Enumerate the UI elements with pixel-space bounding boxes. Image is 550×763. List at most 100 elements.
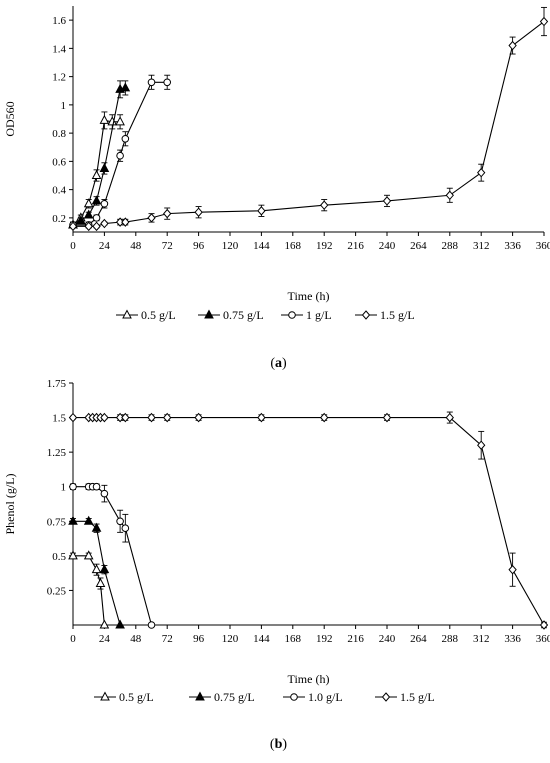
data-point bbox=[508, 564, 517, 575]
y-tick-label: 1.5 bbox=[52, 413, 66, 425]
series-0-75-g-l bbox=[68, 515, 125, 629]
data-point bbox=[99, 114, 110, 124]
data-point bbox=[100, 489, 109, 498]
chart-panel-a: 0 24 48 72 96 120 144 168 192 216 240 264 288 312 336 3… bbox=[3, 6, 550, 371]
y-tick-label: 1.4 bbox=[52, 43, 66, 55]
x-tick-label: 24 bbox=[99, 633, 111, 645]
data-point bbox=[68, 550, 78, 560]
data-point bbox=[163, 78, 171, 87]
data-point bbox=[320, 200, 329, 210]
legend-marker bbox=[361, 310, 371, 320]
x-tick-label: 120 bbox=[222, 633, 239, 645]
x-tick-label: 48 bbox=[130, 633, 142, 645]
x-tick-label: 0 bbox=[70, 633, 76, 645]
x-tick-label: 240 bbox=[379, 633, 396, 645]
x-tick-label: 72 bbox=[162, 633, 173, 645]
legend-marker bbox=[100, 691, 110, 701]
x-tick-label: 312 bbox=[473, 633, 490, 645]
x-tick-label: 336 bbox=[504, 240, 521, 252]
axes bbox=[72, 6, 544, 233]
x-tick-label: 144 bbox=[253, 633, 270, 645]
data-point bbox=[147, 213, 156, 223]
x-tick-label: 120 bbox=[222, 240, 239, 252]
series-line bbox=[73, 21, 545, 227]
panel-label: (b) bbox=[270, 737, 287, 752]
data-point bbox=[445, 190, 454, 201]
data-point bbox=[477, 440, 486, 450]
data-point bbox=[69, 482, 77, 491]
y-tick-label: 0.4 bbox=[52, 185, 66, 197]
x-tick-label: 96 bbox=[193, 240, 205, 252]
series-0-75-g-l bbox=[68, 80, 131, 229]
axes bbox=[72, 383, 544, 626]
data-point bbox=[100, 199, 109, 208]
data-point bbox=[382, 196, 392, 206]
legend-marker bbox=[195, 691, 205, 701]
data-point bbox=[477, 167, 486, 178]
series-1-5-g-l bbox=[68, 411, 549, 630]
x-tick-label: 336 bbox=[504, 633, 521, 645]
data-point bbox=[115, 116, 125, 126]
legend-marker bbox=[204, 309, 214, 319]
data-point bbox=[100, 412, 109, 423]
x-tick-label: 360 bbox=[536, 633, 550, 645]
x-tick-label: 240 bbox=[379, 240, 396, 252]
y-tick-label: 1.25 bbox=[47, 447, 67, 459]
data-point bbox=[95, 577, 106, 588]
x-tick-label: 96 bbox=[193, 633, 205, 645]
x-tick-label: 72 bbox=[162, 240, 173, 252]
y-axis-label: Phenol (g/L) bbox=[3, 474, 17, 535]
panel-label: (a) bbox=[270, 356, 287, 371]
data-point bbox=[84, 221, 93, 232]
data-point bbox=[194, 207, 203, 217]
data-point bbox=[91, 195, 102, 205]
data-point bbox=[92, 482, 101, 491]
legend: 0.5 g/L 0.75 g/L 1.0 g/L 1.5 g/L bbox=[94, 690, 435, 704]
x-tick-label: 312 bbox=[473, 240, 490, 252]
data-point bbox=[116, 151, 124, 160]
y-tick-label: 1.75 bbox=[47, 378, 67, 390]
legend-label: 0.75 g/L bbox=[214, 690, 255, 704]
x-tick-label: 216 bbox=[347, 240, 364, 252]
x-tick-label: 144 bbox=[253, 240, 270, 252]
legend-label: 1.5 g/L bbox=[380, 308, 415, 322]
x-tick-label: 48 bbox=[130, 240, 142, 252]
data-point bbox=[116, 517, 124, 526]
data-point bbox=[91, 169, 102, 179]
data-point bbox=[147, 621, 156, 629]
x-tick-label: 360 bbox=[536, 240, 550, 252]
data-point bbox=[91, 522, 102, 532]
data-point bbox=[83, 209, 94, 219]
x-axis-label: Time (h) bbox=[288, 672, 330, 686]
y-tick-label: 1.2 bbox=[52, 72, 66, 84]
data-point bbox=[83, 515, 94, 525]
x-tick-label: 168 bbox=[285, 633, 302, 645]
legend-marker bbox=[122, 309, 132, 319]
data-point bbox=[91, 564, 102, 574]
legend-label: 1 g/L bbox=[306, 308, 332, 322]
data-point bbox=[68, 515, 78, 525]
x-axis-label: Time (h) bbox=[288, 289, 330, 303]
legend-label: 0.75 g/L bbox=[223, 308, 264, 322]
x-tick-label: 192 bbox=[316, 240, 333, 252]
data-point bbox=[92, 214, 101, 222]
y-tick-label: 0.25 bbox=[47, 585, 67, 597]
x-tick-label: 288 bbox=[442, 240, 459, 252]
y-axis-label: OD560 bbox=[3, 101, 17, 136]
x-tick-label: 24 bbox=[99, 240, 111, 252]
data-point bbox=[121, 524, 130, 533]
data-point bbox=[100, 218, 109, 229]
data-point bbox=[320, 412, 329, 423]
data-point bbox=[83, 550, 94, 560]
data-point bbox=[147, 78, 156, 87]
data-point bbox=[539, 620, 549, 630]
data-point bbox=[121, 134, 130, 143]
data-point bbox=[92, 221, 101, 232]
data-point bbox=[99, 564, 110, 574]
chart-panel-b: 0 24 48 72 96 120 144 168 192 216 240 264 288 312 336 3… bbox=[3, 378, 550, 752]
data-point bbox=[76, 215, 86, 225]
y-tick-label: 0.6 bbox=[52, 156, 66, 168]
legend-label: 1.0 g/L bbox=[308, 690, 343, 704]
legend-marker bbox=[288, 311, 296, 319]
data-point bbox=[121, 217, 130, 227]
